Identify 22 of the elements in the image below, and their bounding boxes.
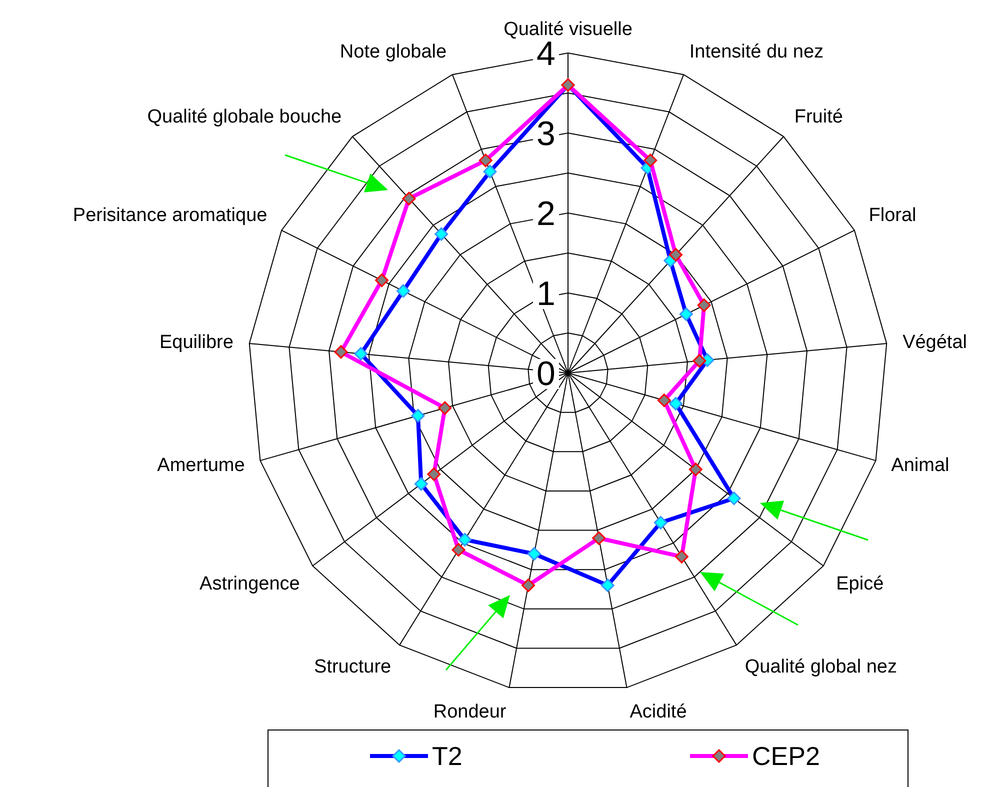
spoke-label: Amertume	[157, 454, 245, 476]
y-tick-label: 3	[536, 115, 556, 153]
spoke-label: Animal	[891, 454, 950, 476]
spoke-label: Floral	[868, 205, 916, 226]
spoke-label: Qualité globale bouche	[147, 106, 342, 128]
y-tick-label: 0	[536, 355, 556, 393]
spoke-label: Astringence	[200, 573, 300, 594]
spoke-label: Perisitance aromatique	[72, 205, 268, 226]
legend-label: T2	[432, 741, 462, 771]
spoke-label: Equilibre	[159, 332, 234, 353]
spoke-label: Acidité	[630, 701, 687, 722]
spoke-label: Note globale	[340, 42, 447, 63]
spoke-label: Qualité global nez	[744, 656, 897, 678]
spoke-label: Végétal	[902, 332, 968, 353]
y-tick-label: 2	[536, 195, 556, 233]
spoke-label: Fruité	[794, 106, 843, 128]
legend-label: CEP2	[752, 741, 820, 771]
spoke-label: Epicé	[836, 573, 884, 594]
spoke-label: Rondeur	[433, 701, 507, 722]
spoke-label: Structure	[314, 656, 392, 678]
spoke-label: Intensité du nez	[689, 42, 824, 63]
y-tick-label: 1	[536, 275, 556, 313]
